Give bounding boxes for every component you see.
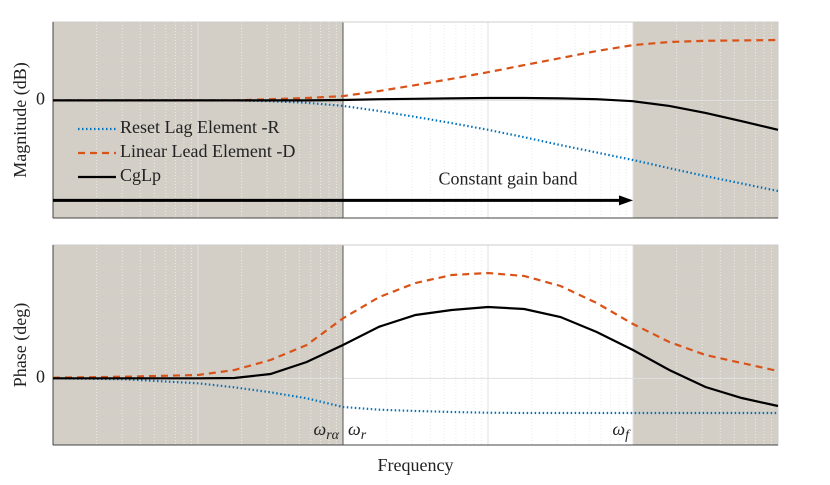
annotation-subscript: rα — [326, 428, 339, 443]
series-line — [53, 305, 779, 408]
annotation: ωr — [348, 419, 367, 443]
y-axis-label: Phase (deg) — [10, 303, 31, 387]
y-tick-label: 0 — [36, 366, 45, 386]
annotation-symbol: ω — [348, 419, 361, 439]
legend-label: CgLp — [120, 165, 161, 185]
series-line — [52, 271, 779, 379]
series-line — [53, 96, 779, 131]
y-axis-label: Magnitude (dB) — [10, 62, 31, 177]
shaded-region — [633, 245, 778, 445]
annotation: ωf — [612, 419, 631, 443]
annotation: ωrα — [313, 419, 339, 443]
annotation-symbol: ω — [612, 419, 625, 439]
x-axis-label: Frequency — [378, 455, 454, 475]
legend-label: Linear Lead Element -D — [120, 141, 295, 161]
arrow-head — [619, 195, 633, 206]
annotation-subscript: r — [361, 428, 367, 443]
annotation-symbol: ω — [313, 419, 326, 439]
legend-label: Reset Lag Element -R — [120, 117, 279, 137]
annotation-subscript: f — [625, 428, 631, 443]
y-tick-label: 0 — [36, 89, 45, 109]
arrow-label: Constant gain band — [439, 168, 578, 188]
shaded-region — [633, 22, 778, 218]
series-line — [52, 377, 778, 415]
